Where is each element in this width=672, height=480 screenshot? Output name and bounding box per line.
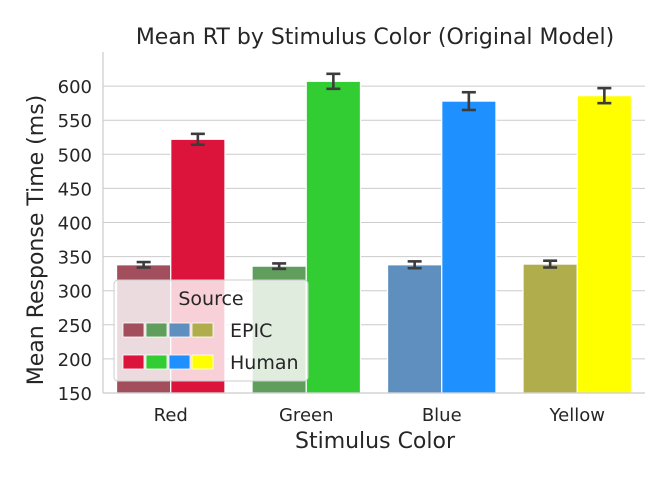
tick-labels: 150 200 250 300 350 400 450 500 550 600 Red Green Bl… <box>58 77 605 426</box>
legend-label: Human <box>230 352 299 374</box>
legend-swatch <box>122 354 145 370</box>
axes <box>102 52 645 394</box>
y-tick-label: 300 <box>58 282 92 303</box>
legend-swatch <box>145 354 168 370</box>
y-tick-label: 400 <box>58 214 92 235</box>
legend: Source EPIC Human <box>113 279 309 382</box>
y-tick-label: 600 <box>58 77 92 98</box>
legend-swatch <box>145 322 168 338</box>
x-tick-label: Blue <box>422 405 462 426</box>
bar <box>386 264 443 394</box>
y-tick-label: 200 <box>58 350 92 371</box>
legend-label: EPIC <box>230 320 272 342</box>
y-axis-label: Mean Response Time (ms) <box>24 95 49 385</box>
legend-entry-epic: EPIC <box>122 320 272 342</box>
y-tick-label: 150 <box>58 384 92 405</box>
y-tick-label: 350 <box>58 248 92 269</box>
y-tick-label: 450 <box>58 179 92 200</box>
x-tick-label: Yellow <box>549 405 605 426</box>
bar <box>576 95 633 394</box>
y-tick-label: 550 <box>58 111 92 132</box>
legend-swatch <box>191 354 214 370</box>
bar <box>305 80 362 394</box>
legend-swatch <box>122 322 145 338</box>
legend-title: Source <box>178 288 243 310</box>
y-tick-label: 250 <box>58 316 92 337</box>
x-tick-label: Green <box>279 405 334 426</box>
legend-swatch <box>168 354 191 370</box>
legend-swatch <box>191 322 214 338</box>
bar <box>441 100 497 394</box>
legend-entry-human: Human <box>122 352 299 374</box>
x-axis-label: Stimulus Color <box>295 429 456 454</box>
legend-swatch <box>168 322 191 338</box>
x-tick-label: Red <box>154 405 188 426</box>
y-tick-label: 500 <box>58 145 92 166</box>
chart-title: Mean RT by Stimulus Color (Original Mode… <box>136 25 614 50</box>
bar <box>522 263 578 394</box>
error-bars <box>136 72 612 271</box>
